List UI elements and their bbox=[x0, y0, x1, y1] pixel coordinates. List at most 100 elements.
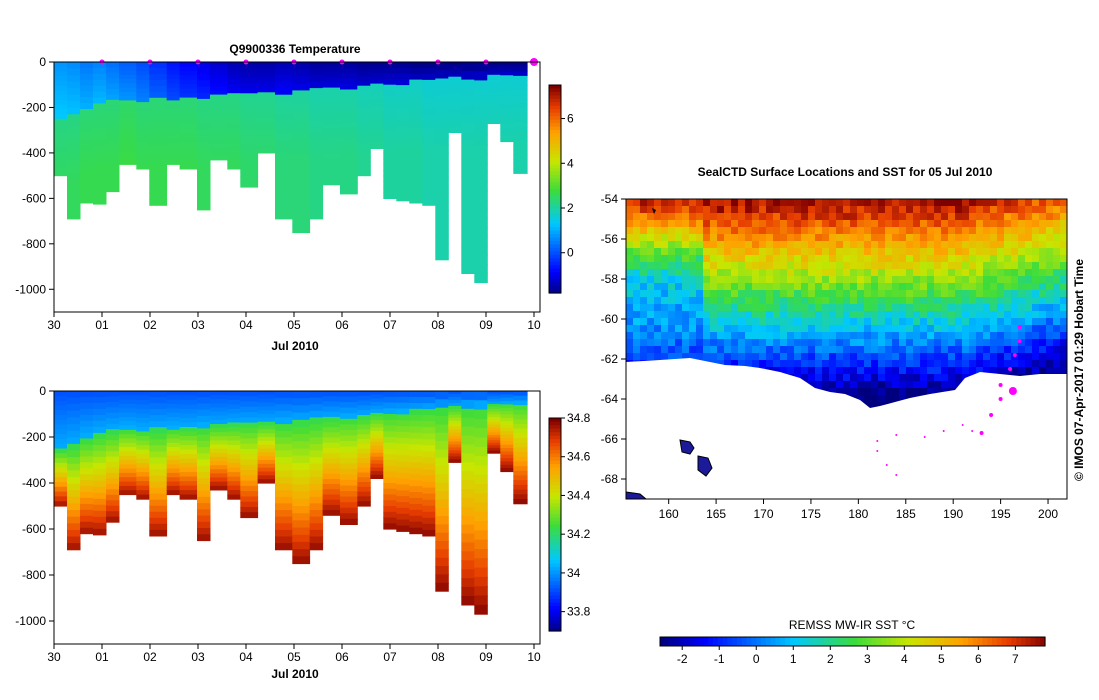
sst-cell bbox=[752, 304, 760, 312]
colorbar-swatch bbox=[905, 637, 911, 646]
sst-cell bbox=[836, 290, 844, 298]
profile-cell bbox=[474, 190, 488, 201]
profile-cell bbox=[119, 472, 137, 478]
sst-cell bbox=[864, 290, 872, 298]
profile-cell bbox=[240, 438, 259, 445]
sst-cell bbox=[675, 318, 683, 326]
profile-cell bbox=[322, 113, 341, 119]
profile-cell bbox=[179, 409, 198, 415]
profile-cell bbox=[136, 128, 150, 134]
profile-cell bbox=[322, 489, 341, 496]
profile-cell bbox=[292, 419, 311, 428]
profile-cell bbox=[210, 485, 228, 491]
sst-cell bbox=[675, 227, 683, 235]
sst-cell bbox=[668, 206, 676, 214]
profile-cell bbox=[80, 144, 94, 151]
sst-cell bbox=[997, 262, 1005, 270]
sst-cell bbox=[787, 360, 795, 368]
profile-cell bbox=[474, 273, 488, 284]
profile-cell bbox=[322, 494, 341, 501]
profile-cell bbox=[54, 161, 68, 167]
profile-cell bbox=[487, 429, 501, 433]
profile-cell bbox=[461, 471, 475, 481]
profile-cell bbox=[149, 475, 168, 483]
profile-cell bbox=[500, 75, 514, 80]
profile-cell bbox=[257, 69, 276, 74]
sst-cell bbox=[626, 290, 634, 298]
sst-cell bbox=[731, 262, 739, 270]
profile-cell bbox=[179, 458, 198, 464]
profile-cell bbox=[422, 493, 436, 501]
sst-cell bbox=[1004, 206, 1012, 214]
profile-cell bbox=[309, 179, 324, 187]
sst-cell bbox=[780, 262, 788, 270]
profile-cell bbox=[396, 160, 410, 167]
profile-cell bbox=[80, 432, 94, 440]
sst-cell bbox=[864, 199, 872, 207]
sst-cell bbox=[745, 339, 753, 347]
sst-cell bbox=[941, 276, 949, 284]
sst-cell bbox=[906, 297, 914, 305]
colorbar-swatch bbox=[693, 637, 700, 646]
profile-cell bbox=[210, 82, 228, 88]
sst-cell bbox=[906, 381, 914, 389]
sst-cell bbox=[696, 255, 704, 263]
profile-cell bbox=[136, 472, 150, 478]
profile-cell bbox=[54, 419, 68, 426]
sst-cell bbox=[941, 283, 949, 291]
sst-cell bbox=[640, 325, 648, 333]
profile-cell bbox=[322, 458, 341, 465]
profile-cell bbox=[409, 91, 423, 98]
colorbar-swatch bbox=[948, 637, 955, 646]
profile-cell bbox=[93, 420, 107, 428]
profile-cell bbox=[513, 494, 528, 500]
profile-cell bbox=[179, 151, 198, 157]
sst-cell bbox=[808, 332, 816, 340]
profile-cell bbox=[513, 159, 528, 165]
sst-cell bbox=[766, 332, 774, 340]
sst-cell bbox=[948, 360, 956, 368]
sst-cell bbox=[976, 241, 984, 249]
sst-cell bbox=[885, 227, 893, 235]
profile-cell bbox=[383, 500, 397, 507]
sst-cell bbox=[682, 269, 690, 277]
sst-cell bbox=[640, 283, 648, 291]
profile-cell bbox=[149, 445, 168, 452]
sst-cell bbox=[941, 339, 949, 347]
sst-cell bbox=[717, 213, 725, 221]
profile-cell bbox=[67, 424, 81, 432]
sst-cell bbox=[1046, 241, 1054, 249]
sst-cell bbox=[766, 262, 774, 270]
profile-cell bbox=[179, 413, 198, 419]
colorbar-swatch bbox=[549, 251, 561, 256]
sst-cell bbox=[815, 290, 823, 298]
sst-cell bbox=[654, 325, 662, 333]
colorbar-swatch bbox=[708, 637, 714, 646]
sst-cell bbox=[766, 304, 774, 312]
y-tick-label: 0 bbox=[39, 55, 46, 69]
sst-cell bbox=[822, 213, 830, 221]
profile-cell bbox=[80, 114, 94, 122]
sst-cell bbox=[647, 339, 655, 347]
sst-cell bbox=[843, 353, 851, 361]
colorbar-swatch bbox=[866, 637, 873, 646]
sst-cell bbox=[1046, 367, 1054, 375]
sst-cell bbox=[731, 290, 739, 298]
sst-cell bbox=[885, 220, 893, 228]
profile-cell bbox=[93, 432, 107, 440]
sst-cell bbox=[850, 206, 858, 214]
sst-cell bbox=[948, 374, 956, 382]
sst-cell bbox=[878, 255, 886, 263]
profile-cell bbox=[93, 468, 107, 476]
sst-cell bbox=[731, 213, 739, 221]
profile-cell bbox=[340, 513, 358, 520]
profile-cell bbox=[257, 398, 276, 404]
profile-cell bbox=[309, 417, 324, 425]
sst-cell bbox=[969, 290, 977, 298]
sst-cell bbox=[934, 304, 942, 312]
profile-cell bbox=[149, 169, 168, 176]
profile-cell bbox=[275, 212, 293, 220]
map-frame bbox=[625, 198, 1068, 500]
profile-cell bbox=[106, 407, 120, 414]
sst-cell bbox=[850, 283, 858, 291]
